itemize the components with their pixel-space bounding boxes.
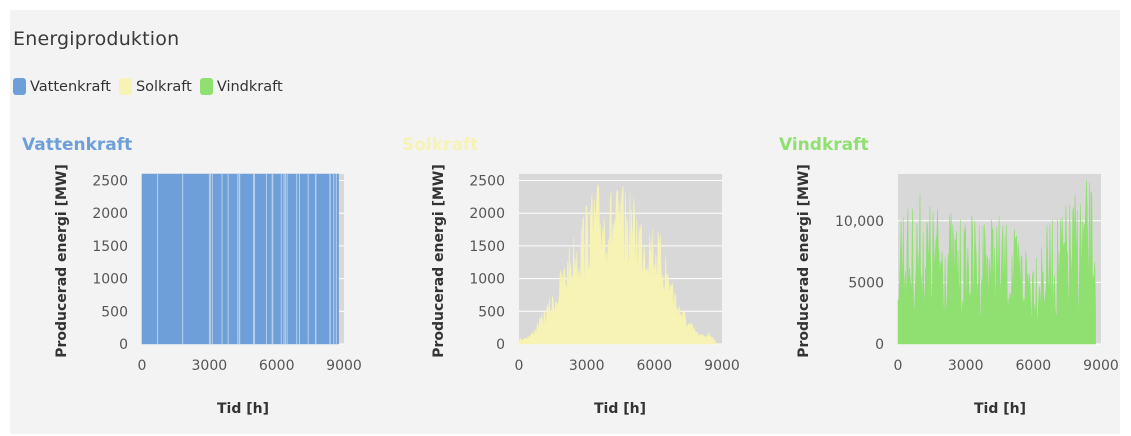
legend-swatch-vindkraft	[199, 78, 213, 95]
legend: Vattenkraft Solkraft Vindkraft	[13, 78, 291, 95]
x-axis-label: Tid [h]	[974, 401, 1026, 417]
y-tick-label: 2000	[469, 206, 505, 222]
legend-label: Solkraft	[135, 78, 192, 95]
chart-vindkraft: 0 5000 10,000 0 3000 6000 9000 Tid [h] Producera…	[779, 135, 1119, 417]
x-tick-label: 6000	[259, 358, 295, 374]
x-tick-label: 3000	[569, 358, 605, 374]
x-tick-label: 0	[515, 358, 524, 374]
legend-item-vindkraft[interactable]: Vindkraft	[199, 78, 283, 95]
y-axis-label: Producerad energi [MW]	[54, 164, 70, 358]
panel-title-vattenkraft: Vattenkraft	[22, 135, 132, 155]
y-tick-label: 2500	[469, 174, 505, 190]
x-tick-label: 6000	[637, 358, 673, 374]
legend-label: Vattenkraft	[30, 78, 111, 95]
y-tick-label: 1000	[469, 272, 505, 288]
x-tick-label: 3000	[948, 358, 984, 374]
y-tick-label: 500	[478, 304, 505, 320]
x-tick-label: 0	[138, 358, 147, 374]
y-tick-label: 0	[496, 337, 505, 353]
page-title: Energiproduktion	[13, 28, 180, 50]
x-tick-label: 9000	[704, 358, 740, 374]
y-tick-label: 0	[875, 337, 884, 353]
y-tick-label: 2000	[92, 206, 128, 222]
panel-title-vindkraft: Vindkraft	[779, 135, 869, 155]
y-axis-label: Producerad energi [MW]	[796, 164, 812, 358]
legend-item-solkraft[interactable]: Solkraft	[118, 78, 192, 95]
x-tick-label: 9000	[1083, 358, 1119, 374]
series-area-solkraft	[518, 184, 718, 345]
x-axis-label: Tid [h]	[217, 401, 269, 417]
y-tick-label: 1500	[469, 239, 505, 255]
legend-label: Vindkraft	[216, 78, 283, 95]
legend-swatch-solkraft	[118, 78, 132, 95]
x-axis-label: Tid [h]	[594, 401, 646, 417]
chart-solkraft: 0 500 1000 1500 2000 2500 0 3000 6000 9000 Tid [h]…	[402, 135, 740, 417]
x-tick-label: 6000	[1016, 358, 1052, 374]
y-tick-label: 0	[119, 337, 128, 353]
y-tick-label: 5000	[848, 275, 884, 291]
legend-item-vattenkraft[interactable]: Vattenkraft	[13, 78, 111, 95]
y-tick-label: 2500	[92, 174, 128, 190]
y-tick-label: 10,000	[835, 214, 884, 230]
series-area-vindkraft	[897, 180, 1096, 345]
x-tick-label: 0	[894, 358, 903, 374]
x-tick-label: 3000	[192, 358, 228, 374]
y-tick-label: 1500	[92, 239, 128, 255]
y-tick-label: 1000	[92, 272, 128, 288]
series-area-vattenkraft	[141, 173, 339, 345]
x-tick-label: 9000	[326, 358, 362, 374]
y-tick-label: 500	[101, 304, 128, 320]
chart-vattenkraft: 0 500 1000 1500 2000 2500 0 3000 6000 9000 Tid [h]…	[22, 135, 362, 417]
y-axis-label: Producerad energi [MW]	[431, 164, 447, 358]
legend-swatch-vattenkraft	[13, 78, 26, 95]
panel-title-solkraft: Solkraft	[402, 135, 478, 155]
